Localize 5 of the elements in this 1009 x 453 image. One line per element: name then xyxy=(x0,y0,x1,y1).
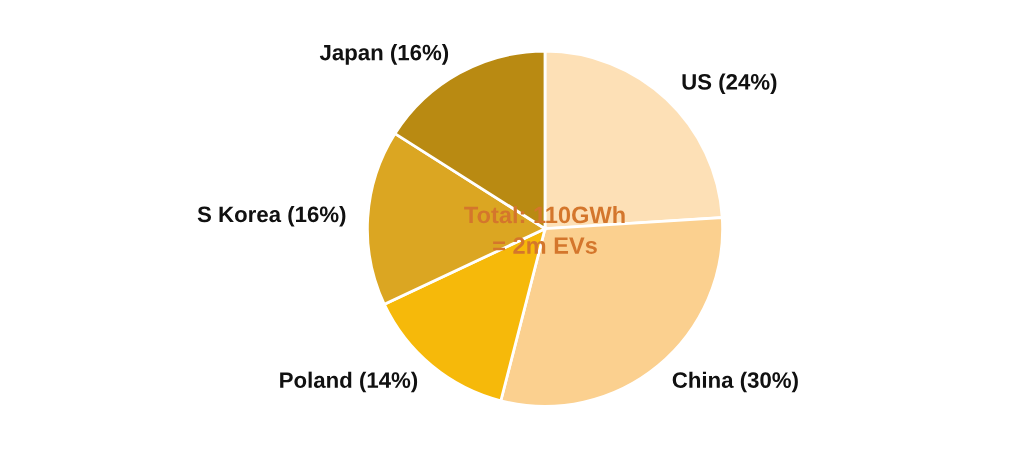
slice-label: China (30%) xyxy=(672,371,798,393)
slice-label: US (24%) xyxy=(682,73,777,95)
slice-label: Poland (14%) xyxy=(280,371,418,393)
slice-label: S Korea (16%) xyxy=(197,205,346,227)
slice-label: Japan (16%) xyxy=(319,44,449,65)
